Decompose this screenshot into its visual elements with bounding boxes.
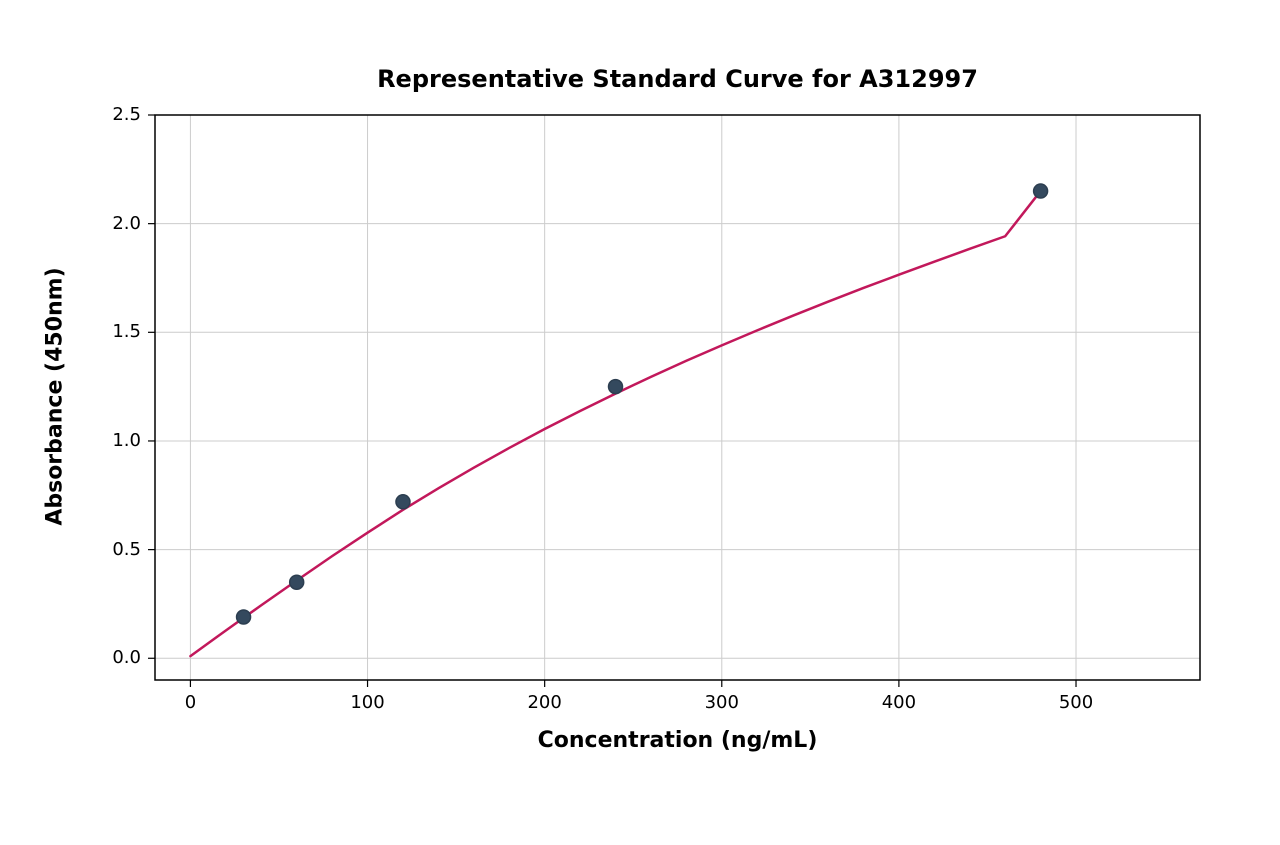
x-tick-label: 200 — [515, 692, 575, 713]
x-tick-label: 100 — [338, 692, 398, 713]
chart-ylabel: Absorbance (450nm) — [43, 246, 68, 546]
y-tick-label: 0.5 — [112, 539, 141, 560]
y-tick-label: 2.0 — [112, 213, 141, 234]
y-tick-label: 1.0 — [112, 430, 141, 451]
y-tick-label: 1.5 — [112, 321, 141, 342]
chart-svg — [0, 0, 1280, 845]
x-tick-label: 0 — [160, 692, 220, 713]
chart-title: Representative Standard Curve for A31299… — [155, 65, 1200, 93]
x-tick-label: 400 — [869, 692, 929, 713]
x-tick-label: 300 — [692, 692, 752, 713]
chart-container: Representative Standard Curve for A31299… — [0, 0, 1280, 845]
y-tick-label: 2.5 — [112, 104, 141, 125]
y-tick-label: 0.0 — [112, 647, 141, 668]
x-tick-label: 500 — [1046, 692, 1106, 713]
chart-xlabel: Concentration (ng/mL) — [155, 728, 1200, 753]
